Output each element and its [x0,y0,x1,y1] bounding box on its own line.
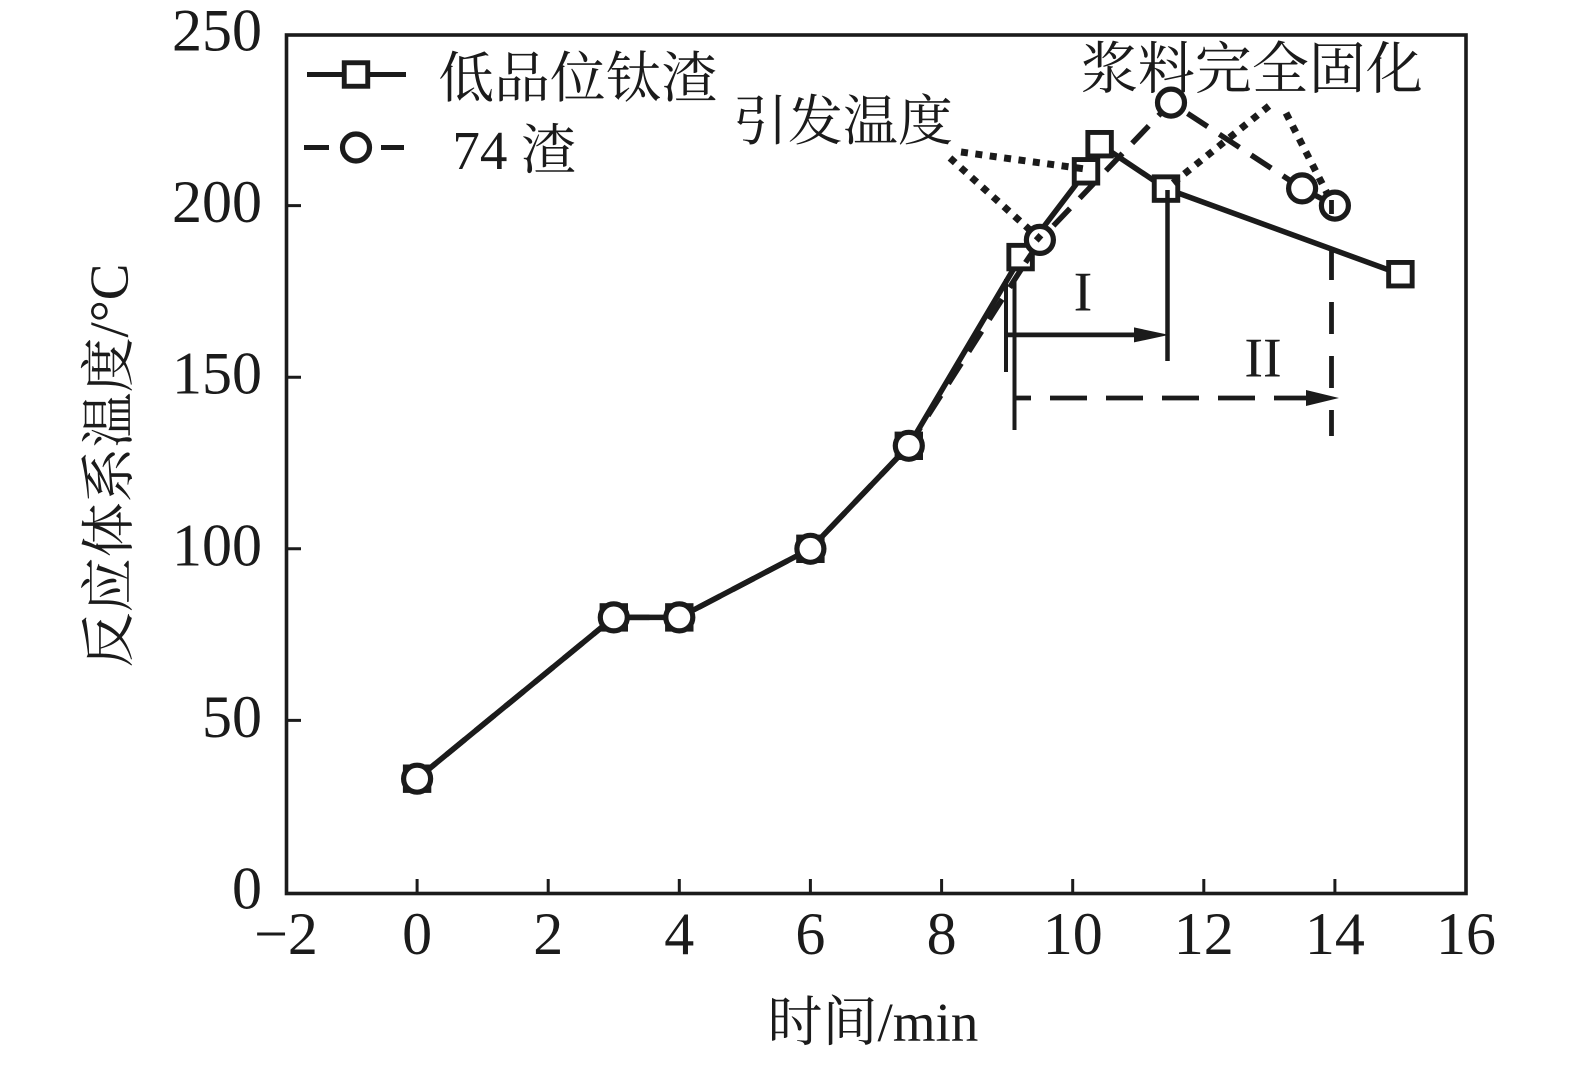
svg-text:2: 2 [533,901,563,967]
svg-text:II: II [1244,327,1281,389]
svg-text:250: 250 [172,0,262,64]
svg-text:50: 50 [202,684,262,750]
svg-text:10: 10 [1043,901,1103,967]
svg-text:200: 200 [172,169,262,235]
svg-text:0: 0 [402,901,432,967]
svg-text:8: 8 [927,901,957,967]
svg-text:14: 14 [1305,901,1365,967]
svg-text:16: 16 [1436,901,1496,967]
svg-text:−2: −2 [254,901,318,967]
svg-text:6: 6 [795,901,825,967]
svg-text:100: 100 [172,512,262,578]
svg-text:4: 4 [664,901,694,967]
svg-text:12: 12 [1174,901,1234,967]
svg-text:150: 150 [172,341,262,407]
svg-text:I: I [1074,261,1093,323]
svg-text:0: 0 [232,856,262,922]
